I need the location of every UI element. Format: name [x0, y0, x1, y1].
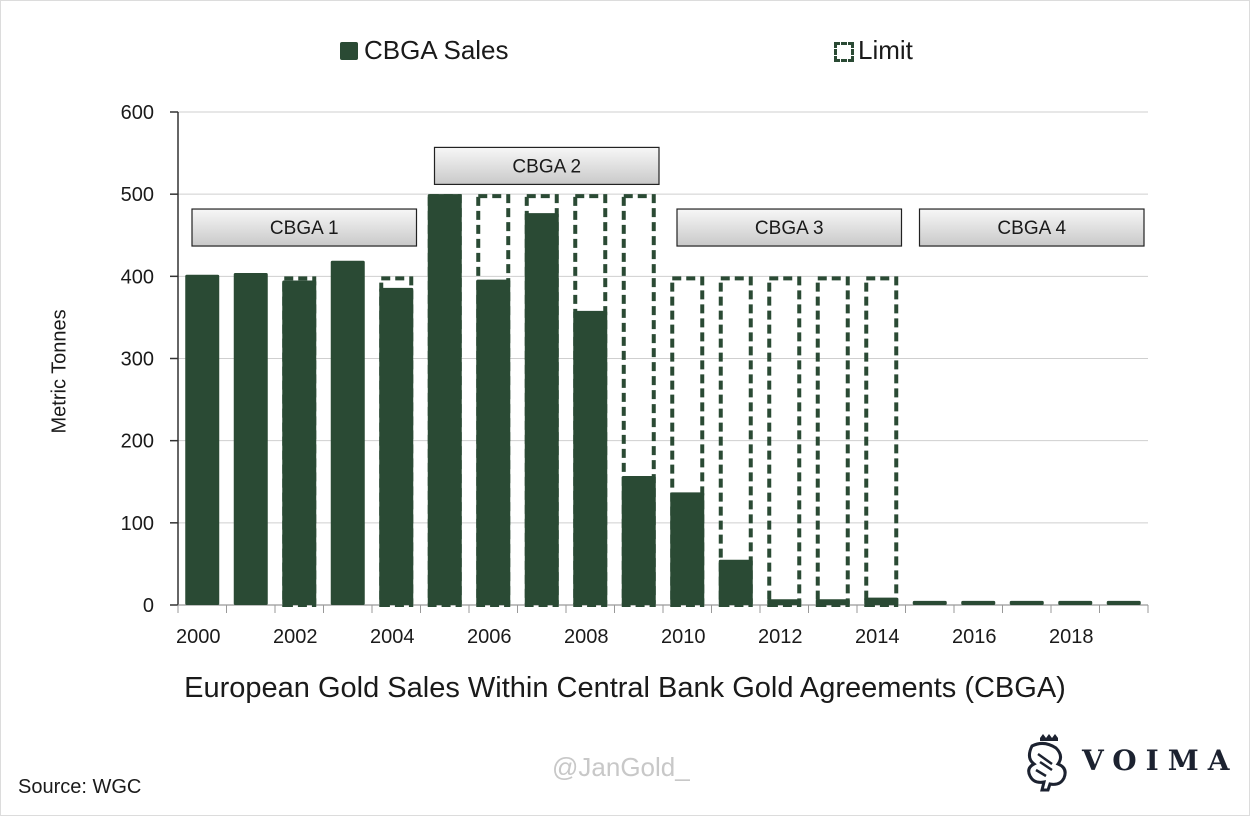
sales-bar — [621, 475, 656, 605]
y-tick-label: 600 — [121, 102, 154, 124]
legend-label-sales: CBGA Sales — [364, 35, 509, 65]
x-tick-label: 2010 — [661, 626, 706, 648]
limit-bar — [864, 276, 899, 607]
x-tick-label: 2018 — [1049, 626, 1094, 648]
x-tick-label: 2002 — [273, 626, 318, 648]
source-note: Source: WGC — [18, 776, 142, 798]
legend-swatch-limit — [834, 42, 854, 62]
limit-bar — [427, 194, 462, 608]
y-tick-label: 200 — [121, 431, 154, 453]
watermark: @JanGold_ — [552, 752, 690, 782]
sales-bar — [1058, 600, 1093, 605]
cbga-period-box — [676, 208, 903, 247]
sales-bar — [1106, 600, 1141, 605]
sales-bar — [1009, 600, 1044, 605]
brand-name: VOIMA — [1082, 744, 1239, 777]
cbga-period-box — [433, 146, 660, 186]
chart-title: European Gold Sales Within Central Bank … — [184, 672, 1066, 704]
limit-bar — [815, 276, 850, 607]
sales-bar — [912, 600, 947, 605]
legend-label-limit: Limit — [858, 35, 913, 65]
sales-bar — [282, 280, 317, 605]
y-tick-label: 300 — [121, 349, 154, 371]
sales-bar — [379, 287, 414, 605]
x-tick-label: 2016 — [952, 626, 997, 648]
sales-bar — [718, 559, 753, 605]
x-tick-label: 2000 — [176, 626, 221, 648]
x-tick-label: 2014 — [855, 626, 900, 648]
limit-bar — [670, 276, 705, 607]
x-tick-label: 2004 — [370, 626, 415, 648]
y-axis-label: Metric Tonnes — [48, 309, 71, 434]
x-tick-label: 2008 — [564, 626, 609, 648]
cbga-period-label: CBGA 2 — [512, 156, 581, 177]
limit-bar — [282, 276, 317, 607]
cbga-period-box — [191, 208, 418, 247]
lion-logo-icon — [1027, 734, 1067, 792]
sales-bar — [233, 273, 268, 605]
y-tick-label: 400 — [121, 266, 154, 288]
sales-bar — [476, 279, 511, 605]
y-tick-label: 0 — [143, 595, 154, 617]
limit-bar — [767, 276, 802, 607]
sales-bar — [961, 600, 996, 605]
limit-bar — [718, 276, 753, 607]
legend-swatch-sales — [340, 42, 358, 60]
y-tick-label: 100 — [121, 513, 154, 535]
limit-bar — [476, 194, 511, 608]
sales-bar — [524, 213, 559, 605]
limit-bar — [524, 194, 559, 608]
limit-bar — [621, 194, 656, 608]
x-tick-label: 2006 — [467, 626, 512, 648]
limit-bar — [573, 194, 608, 608]
cbga-period-label: CBGA 3 — [755, 218, 824, 239]
cbga-period-label: CBGA 4 — [997, 218, 1066, 239]
sales-bar — [185, 274, 220, 605]
sales-bar — [330, 260, 365, 605]
sales-bar — [427, 194, 462, 605]
x-tick-label: 2012 — [758, 626, 803, 648]
cbga-period-label: CBGA 1 — [270, 218, 339, 239]
sales-bar — [573, 310, 608, 605]
y-tick-label: 500 — [121, 184, 154, 206]
cbga-period-box — [918, 208, 1145, 247]
limit-bar — [379, 276, 414, 607]
sales-bar — [670, 492, 705, 605]
